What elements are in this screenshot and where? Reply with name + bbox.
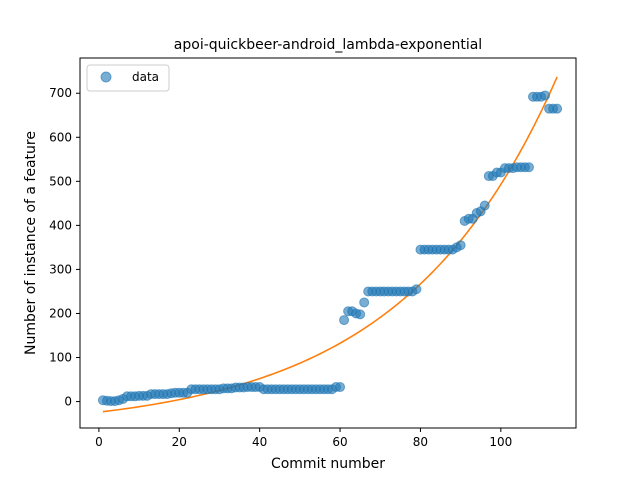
legend: data [86,64,170,92]
x-axis-label: Commit number [271,456,385,472]
data-point [479,200,490,211]
y-tick-label: 700 [49,86,72,100]
x-tick-label: 100 [489,435,512,449]
legend-marker-data [100,71,112,83]
y-tick-label: 300 [49,262,72,276]
y-tick-label: 500 [49,174,72,188]
data-points-layer [97,90,563,407]
data-point [339,315,350,326]
x-tick-label: 0 [95,435,103,449]
data-point [523,162,534,173]
plot-frame [79,57,577,429]
legend-label-data: data [132,70,159,84]
legend-box [86,64,170,92]
y-axis-label: Number of instance of a feature [23,131,39,355]
x-tick-label: 40 [252,435,267,449]
data-point [355,309,366,320]
y-tick-label: 200 [49,306,72,320]
data-point [540,90,551,101]
x-axis-ticks: 0 20 40 60 80 100 [95,428,512,449]
data-point [455,240,466,251]
data-point [335,382,346,393]
x-tick-label: 60 [332,435,347,449]
data-point [359,297,370,308]
data-point [411,284,422,295]
x-tick-label: 20 [172,435,187,449]
y-tick-label: 400 [49,218,72,232]
y-tick-label: 0 [64,395,72,409]
y-axis-ticks: 0 100 200 300 400 500 600 700 [49,86,80,409]
x-tick-label: 80 [413,435,428,449]
chart-title: apoi-quickbeer-android_lambda-exponentia… [174,37,482,53]
y-tick-label: 100 [49,351,72,365]
y-tick-label: 600 [49,130,72,144]
data-point [552,103,563,114]
